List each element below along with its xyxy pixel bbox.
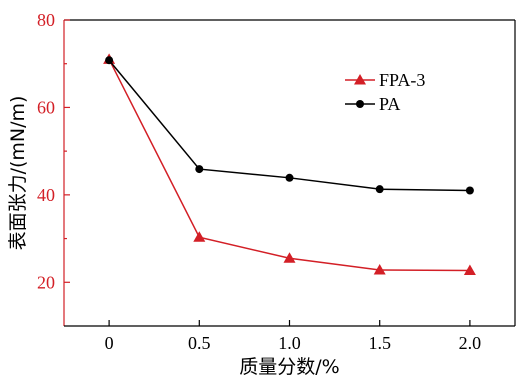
x-tick-label: 1.5 — [368, 333, 391, 353]
legend-label: PA — [379, 94, 400, 114]
legend-marker — [356, 100, 364, 108]
series-line — [108, 59, 470, 272]
data-point — [195, 165, 204, 174]
x-tick-label: 1.0 — [278, 333, 301, 353]
ticks: 0 0.5 1.0 1.5 2.0 20 40 60 80 — [37, 10, 481, 353]
x-tick-label: 2.0 — [459, 333, 482, 353]
y-tick-label: 80 — [37, 10, 55, 30]
x-tick-label: 0 — [105, 333, 114, 353]
axes — [63, 19, 516, 327]
y-tick-label: 40 — [37, 185, 55, 205]
legend-label: FPA-3 — [379, 70, 425, 90]
data-point — [465, 186, 474, 195]
series-pa — [105, 56, 474, 195]
data-point — [373, 264, 386, 275]
legend-marker — [354, 74, 366, 85]
series-layer — [103, 53, 476, 275]
y-tick-label: 20 — [37, 272, 55, 292]
data-point — [375, 185, 384, 194]
data-point — [193, 231, 206, 242]
legend: FPA-3 PA — [345, 70, 425, 114]
x-axis-title: 质量分数/% — [239, 356, 339, 378]
data-point — [105, 56, 114, 65]
legend-item: PA — [345, 94, 400, 114]
legend-item: FPA-3 — [345, 70, 425, 90]
y-tick-label: 60 — [37, 97, 55, 117]
y-axis-title: 表面张力/(mN/m) — [7, 96, 29, 251]
data-point — [463, 264, 476, 275]
data-point — [283, 252, 296, 263]
data-point — [285, 173, 294, 182]
x-tick-label: 0.5 — [188, 333, 211, 353]
